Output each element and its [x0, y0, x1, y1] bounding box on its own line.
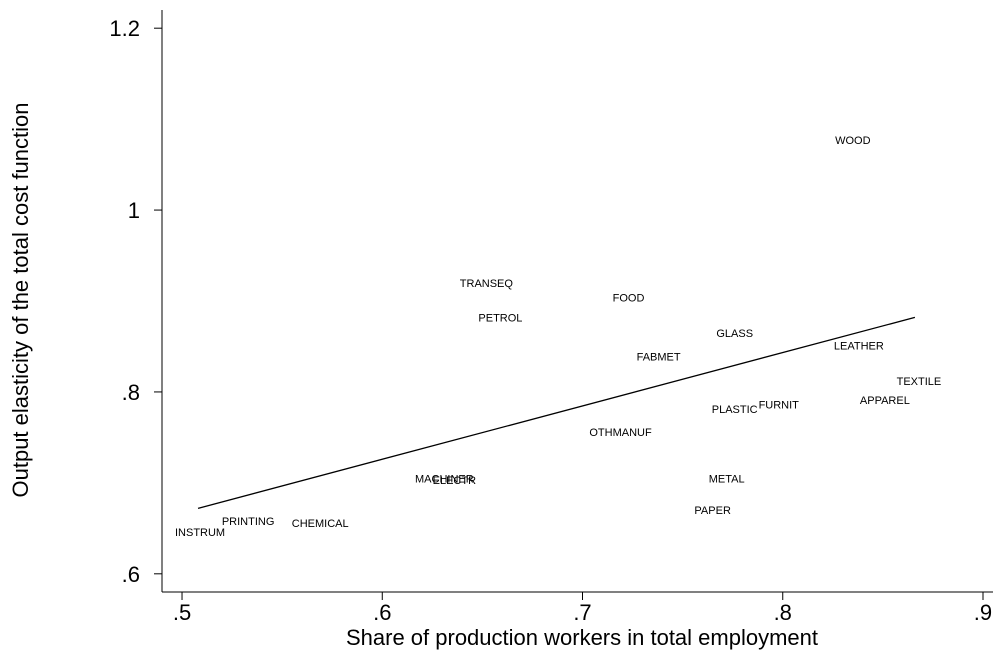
point-label-textile: TEXTILE	[897, 376, 942, 388]
point-label-electr: ELECTR	[433, 475, 476, 487]
point-label-printing: PRINTING	[222, 516, 275, 528]
point-label-fabmet: FABMET	[637, 351, 681, 363]
x-axis-ticks: .5 .6 .7 .8 .9	[173, 592, 992, 625]
point-label-othmanuf: OTHMANUF	[589, 427, 652, 439]
point-label-petrol: PETROL	[478, 312, 522, 324]
point-label-instrum: INSTRUM	[175, 527, 225, 539]
x-tick-label: .9	[974, 600, 992, 625]
fitted-regression-line	[197, 316, 916, 509]
point-label-transeq: TRANSEQ	[460, 278, 514, 290]
point-label-chemical: CHEMICAL	[292, 518, 349, 530]
point-label-leather: LEATHER	[834, 341, 884, 353]
point-label-machiner: MACHINER	[415, 473, 474, 485]
point-label-wood: WOOD	[835, 135, 870, 147]
point-label-food: FOOD	[613, 292, 645, 304]
y-tick-label: 1.2	[109, 16, 140, 41]
point-label-paper: PAPER	[694, 505, 731, 517]
y-tick-label: .6	[122, 562, 140, 587]
x-tick-label: .6	[373, 600, 391, 625]
point-label-apparel: APPAREL	[860, 395, 910, 407]
point-label-furnit: FURNIT	[759, 400, 800, 412]
y-tick-label: .8	[122, 380, 140, 405]
y-axis-ticks: .6 .8 1 1.2	[109, 16, 162, 587]
x-axis-title: Share of production workers in total emp…	[346, 625, 818, 650]
point-label-metal: METAL	[709, 473, 745, 485]
x-tick-label: .5	[173, 600, 191, 625]
y-tick-label: 1	[128, 198, 140, 223]
y-axis-title: Output elasticity of the total cost func…	[8, 103, 33, 498]
data-point-labels: WOOD TRANSEQ FOOD PETROL GLASS LEATHER FABMET T…	[175, 135, 941, 539]
x-tick-label: .8	[774, 600, 792, 625]
x-tick-label: .7	[573, 600, 591, 625]
point-label-glass: GLASS	[716, 328, 753, 340]
point-label-plastic: PLASTIC	[712, 404, 758, 416]
